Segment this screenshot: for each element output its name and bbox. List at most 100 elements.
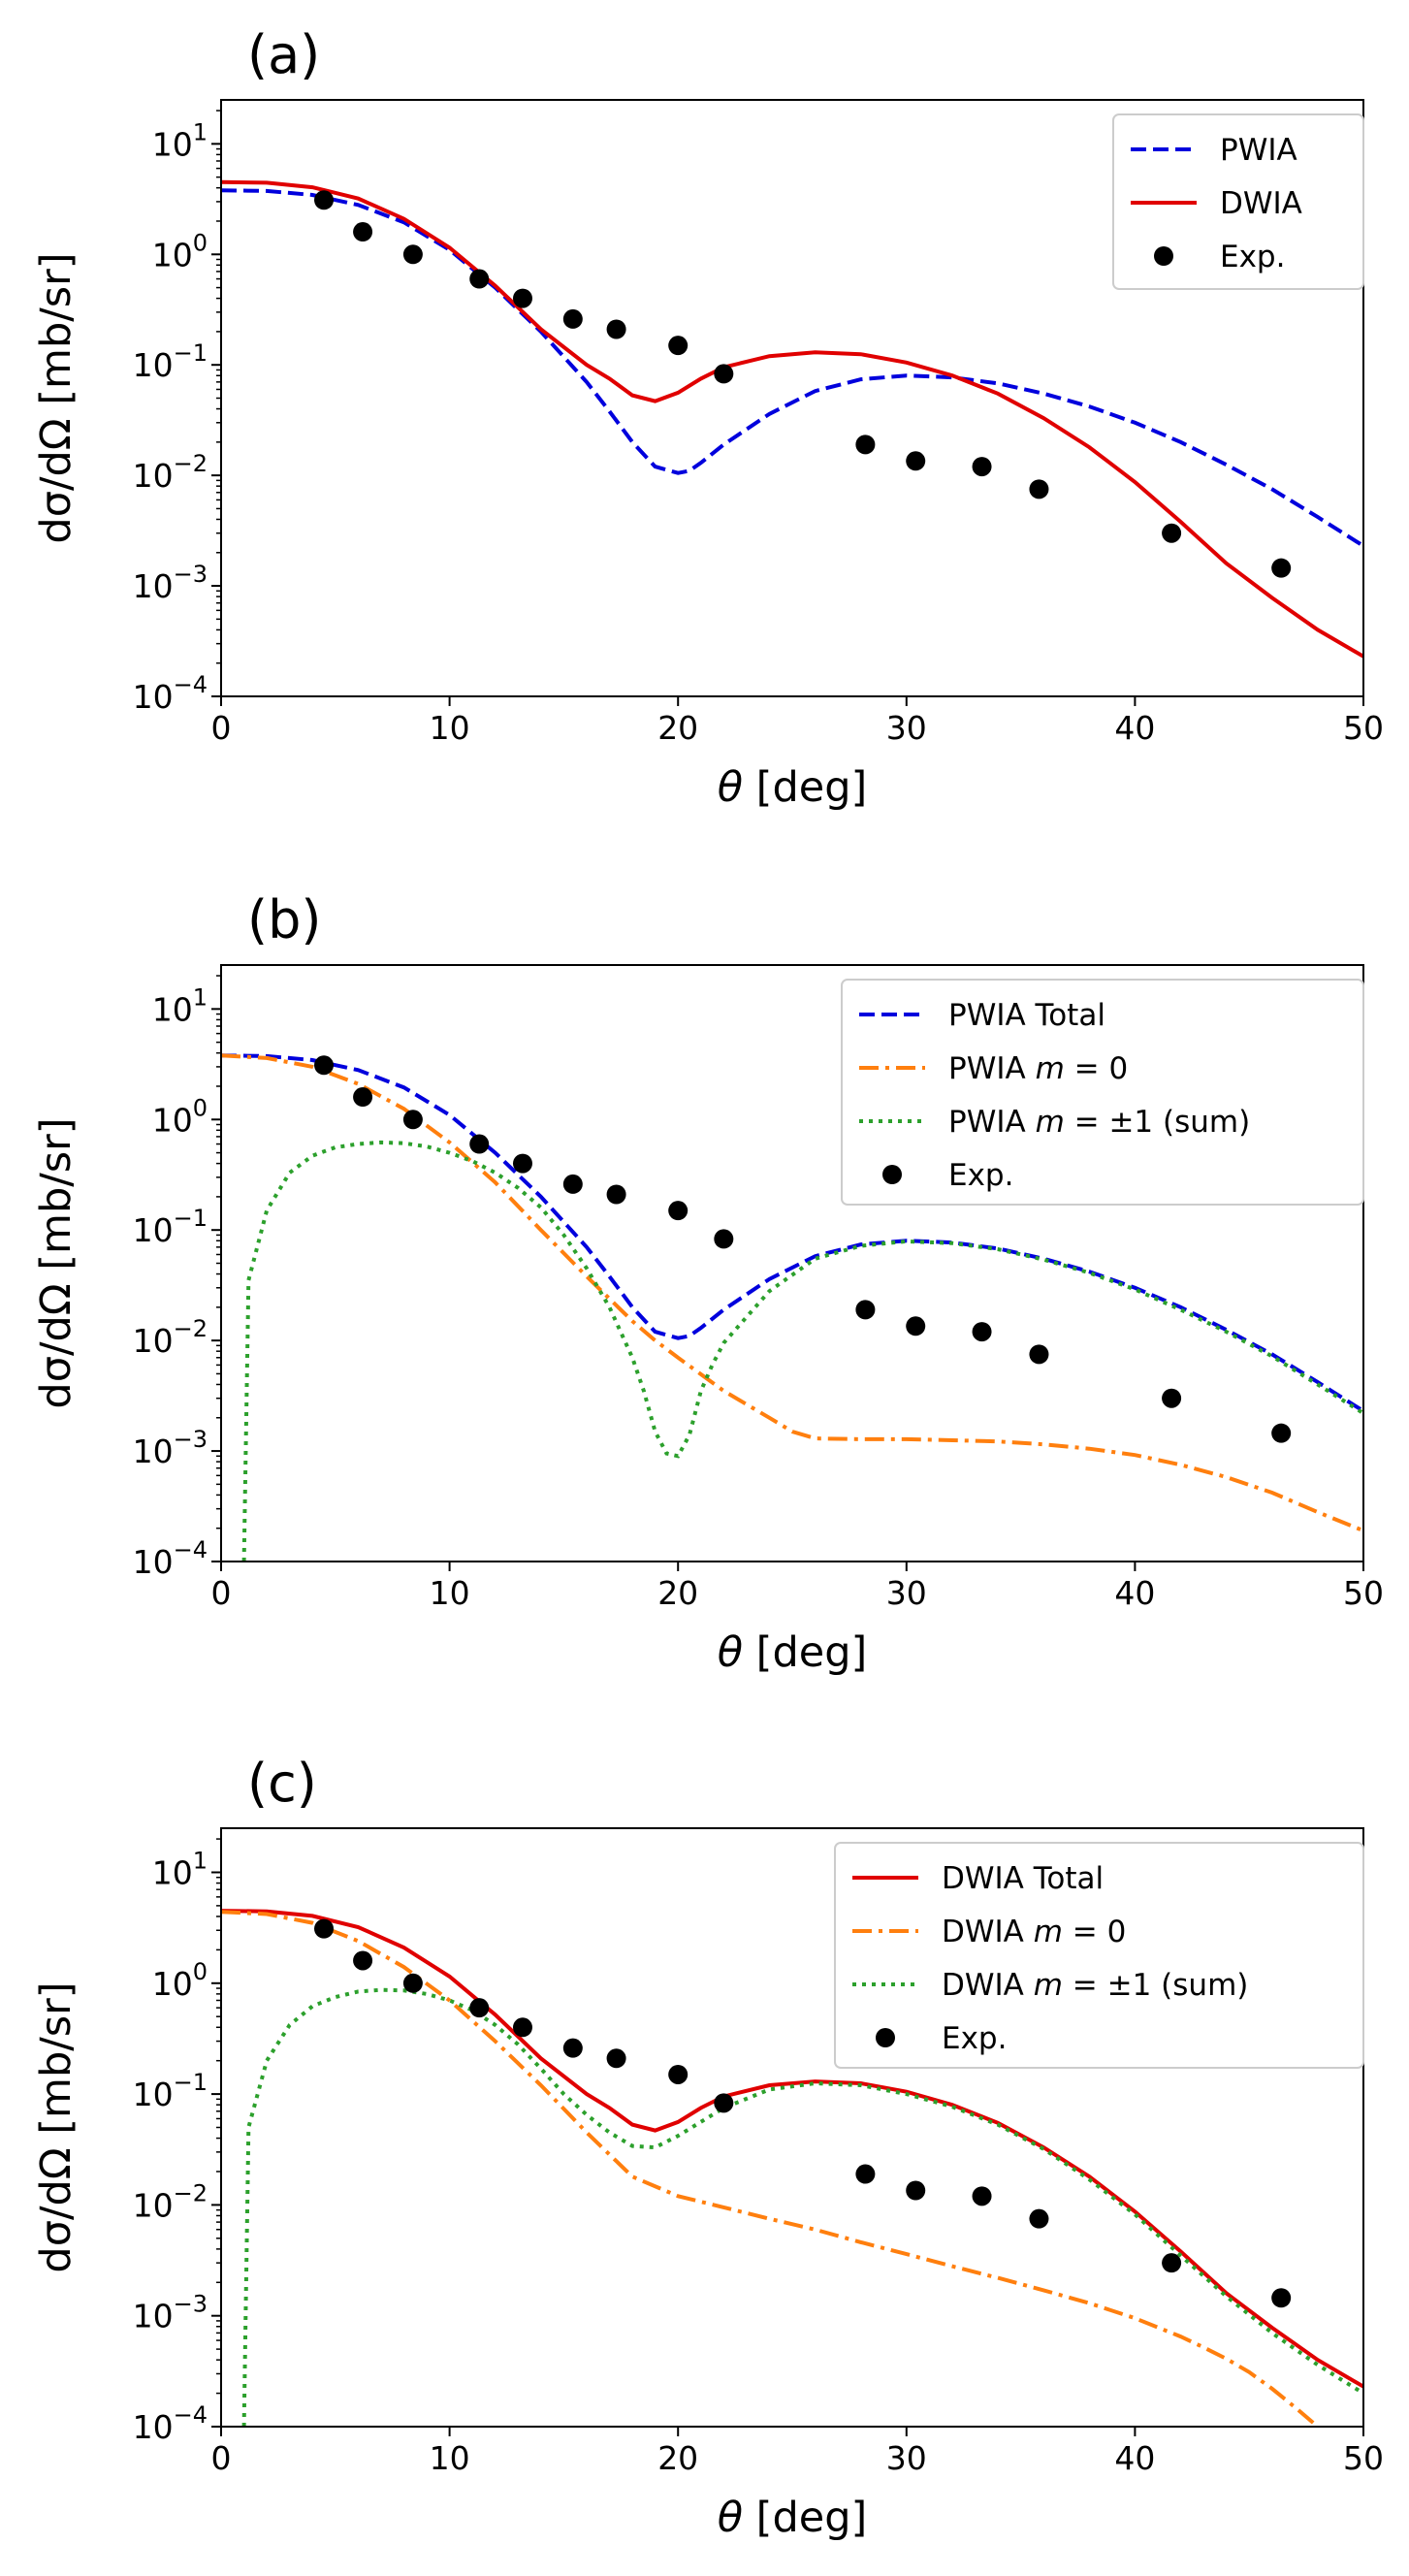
- x-axis-title: θ [deg]: [718, 763, 868, 812]
- exp-data-point: [972, 457, 992, 477]
- x-tick-label: 40: [1114, 2439, 1155, 2477]
- x-axis-title: θ [deg]: [718, 1628, 868, 1677]
- plot-frame: [220, 99, 1364, 697]
- exp-data-point: [972, 2186, 992, 2206]
- legend-box: [834, 1842, 1364, 2069]
- exp-data-point: [1271, 558, 1292, 578]
- legend-label: PWIA: [1220, 133, 1297, 168]
- x-axis-title: θ [deg]: [718, 2494, 868, 2542]
- y-tick-label: 10−2: [133, 1315, 208, 1360]
- exp-data-point: [353, 1087, 373, 1108]
- y-tick-label: 10−1: [133, 2069, 208, 2113]
- y-tick-label: 10−3: [133, 561, 208, 605]
- exp-data-point: [606, 319, 626, 339]
- exp-data-point: [906, 1316, 926, 1336]
- exp-data-point: [906, 451, 926, 471]
- y-axis-title: dσ/dΩ [mb/sr]: [32, 1117, 80, 1408]
- legend-box: [1112, 113, 1364, 290]
- exp-data-point: [562, 2038, 583, 2058]
- exp-data-point: [714, 2093, 734, 2113]
- y-axis-title: dσ/dΩ [mb/sr]: [32, 1981, 80, 2272]
- x-tick-label: 20: [657, 2439, 698, 2477]
- exp-data-point: [353, 1950, 373, 1971]
- exp-data-point: [1029, 1344, 1049, 1365]
- exp-data-point: [512, 1153, 532, 1174]
- legend-box: [841, 979, 1364, 1206]
- x-tick-label: 0: [211, 1574, 232, 1612]
- series-line: [241, 1140, 1363, 1562]
- x-tick-label: 10: [430, 709, 470, 747]
- legend-label: DWIA Total: [942, 1861, 1104, 1896]
- exp-data-point: [606, 2048, 626, 2069]
- exp-data-point: [469, 269, 490, 289]
- series-line: [221, 1910, 1320, 2427]
- exp-data-point: [606, 1184, 626, 1205]
- legend-label: DWIA m = 0: [942, 1915, 1126, 1949]
- y-tick-label: 100: [152, 1958, 208, 2003]
- exp-data-point: [855, 435, 876, 455]
- exp-data-point: [353, 222, 373, 242]
- legend-label: DWIA m = ±1 (sum): [942, 1968, 1248, 2003]
- panel-label: (a): [247, 24, 320, 85]
- exp-data-point: [1271, 1423, 1292, 1443]
- x-tick-label: 50: [1343, 1574, 1384, 1612]
- y-tick-label: 10−2: [133, 450, 208, 495]
- x-tick-label: 40: [1114, 1574, 1155, 1612]
- exp-data-point: [512, 2017, 532, 2038]
- exp-data-point: [972, 1322, 992, 1342]
- series-line: [241, 1987, 1363, 2427]
- y-tick-label: 101: [152, 1847, 208, 1891]
- exp-data-point: [1271, 2288, 1292, 2308]
- exp-data-point: [314, 1055, 335, 1076]
- exp-data-point: [314, 190, 335, 210]
- y-tick-label: 10−3: [133, 1426, 208, 1470]
- exp-data-point: [402, 1110, 423, 1130]
- panel-label: (c): [247, 1753, 317, 1814]
- panel-a: (a) 0 10 20 30 40 50 101 100 10−1 10−2 10−3 10−4 θ [d…: [32, 24, 1384, 812]
- exp-data-point: [1162, 1388, 1182, 1408]
- series-line: [221, 188, 1363, 548]
- y-tick-label: 10−1: [133, 1205, 208, 1249]
- x-tick-label: 20: [657, 1574, 698, 1612]
- series-line: [221, 1053, 1363, 1533]
- exp-data-point: [562, 1174, 583, 1194]
- exp-data-point: [469, 1998, 490, 2018]
- legend-label: Exp.: [948, 1158, 1013, 1193]
- y-tick-label: 10−4: [133, 671, 208, 716]
- exp-data-point: [402, 244, 423, 265]
- legend-label: PWIA m = ±1 (sum): [948, 1105, 1250, 1140]
- exp-data-point: [668, 336, 688, 356]
- exp-data-point: [1162, 523, 1182, 543]
- exp-data-point: [714, 1229, 734, 1249]
- x-tick-label: 50: [1343, 2439, 1384, 2477]
- x-tick-label: 40: [1114, 709, 1155, 747]
- legend-label: PWIA Total: [948, 998, 1105, 1033]
- y-axis-title: dσ/dΩ [mb/sr]: [32, 252, 80, 543]
- x-tick-label: 0: [211, 2439, 232, 2477]
- exp-data-point: [402, 1973, 423, 1993]
- y-tick-label: 101: [152, 118, 208, 163]
- y-tick-label: 10−3: [133, 2291, 208, 2335]
- exp-data-point: [855, 1300, 876, 1320]
- exp-data-point: [1162, 2253, 1182, 2273]
- legend-label: Exp.: [1220, 240, 1285, 274]
- exp-data-point: [906, 2180, 926, 2201]
- x-tick-label: 20: [657, 709, 698, 747]
- exp-data-point: [562, 308, 583, 329]
- legend-label: PWIA m = 0: [948, 1051, 1128, 1086]
- exp-data-point: [469, 1134, 490, 1154]
- panel-c: (c) 0 10 20 30 40 50 101 100 10−1 10−2 10−3 10−4 θ [d…: [32, 1753, 1384, 2542]
- panel-b: (b) 0 10 20 30 40 50 101 100 10−1 10−2 10−3 10−4 θ [d…: [32, 889, 1384, 1677]
- exp-data-point: [714, 364, 734, 384]
- x-tick-label: 30: [886, 709, 927, 747]
- exp-data-point: [855, 2164, 876, 2184]
- x-tick-label: 10: [430, 1574, 470, 1612]
- legend-label: Exp.: [942, 2021, 1007, 2056]
- x-tick-label: 30: [886, 1574, 927, 1612]
- x-tick-label: 10: [430, 2439, 470, 2477]
- series-line: [221, 1053, 1363, 1413]
- x-tick-label: 0: [211, 709, 232, 747]
- legend-marker-sample: [1154, 246, 1173, 266]
- exp-data-point: [668, 1201, 688, 1221]
